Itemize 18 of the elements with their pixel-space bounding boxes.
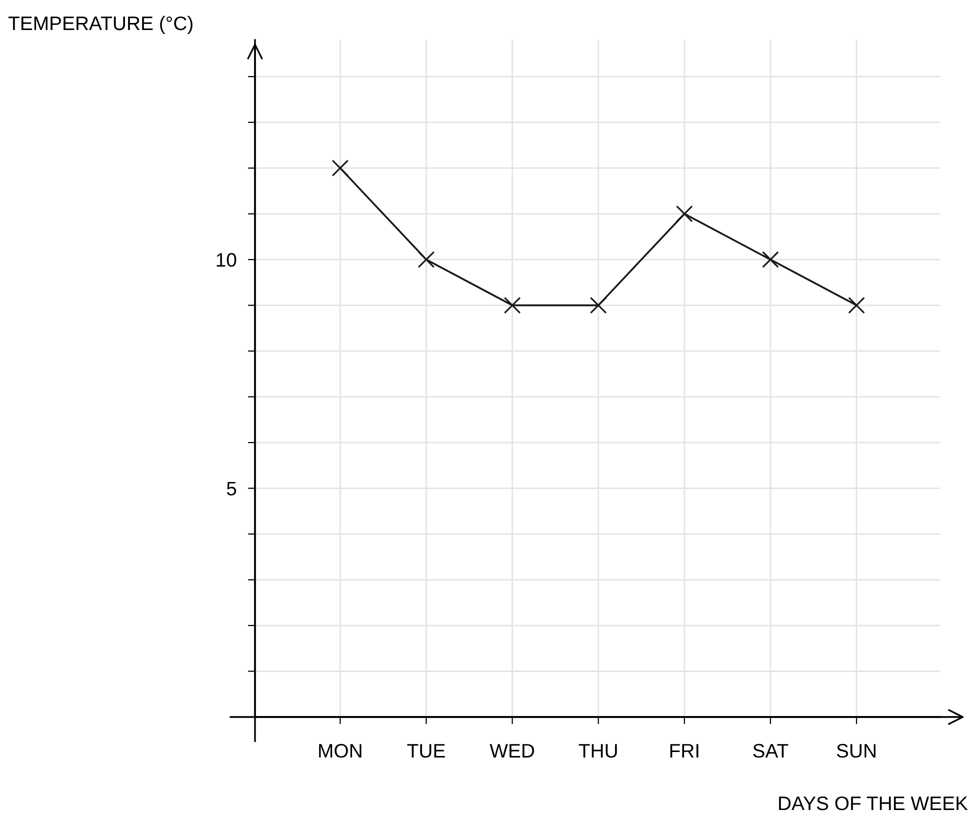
x-tick-label: SUN (836, 744, 876, 758)
x-tick-label: TUE (407, 744, 445, 758)
point (332, 160, 349, 177)
y-tick-label: 10 (216, 253, 236, 267)
point (590, 296, 607, 314)
x-tick-label: MON (319, 744, 362, 758)
x-tick-label: WED (490, 744, 534, 758)
point (676, 205, 693, 222)
x-tick-label: SAT (753, 744, 788, 758)
point (848, 296, 865, 314)
x-axis-title: DAYS OF THE WEEK (779, 796, 968, 810)
point (418, 251, 435, 268)
point (504, 296, 521, 314)
y-axis-title: TEMPERATURE (°C) (8, 16, 192, 34)
y-tick-label: 5 (226, 482, 236, 496)
x-tick-label: FRI (670, 744, 698, 758)
x-tick-label: THU (578, 744, 617, 758)
point (762, 251, 779, 268)
